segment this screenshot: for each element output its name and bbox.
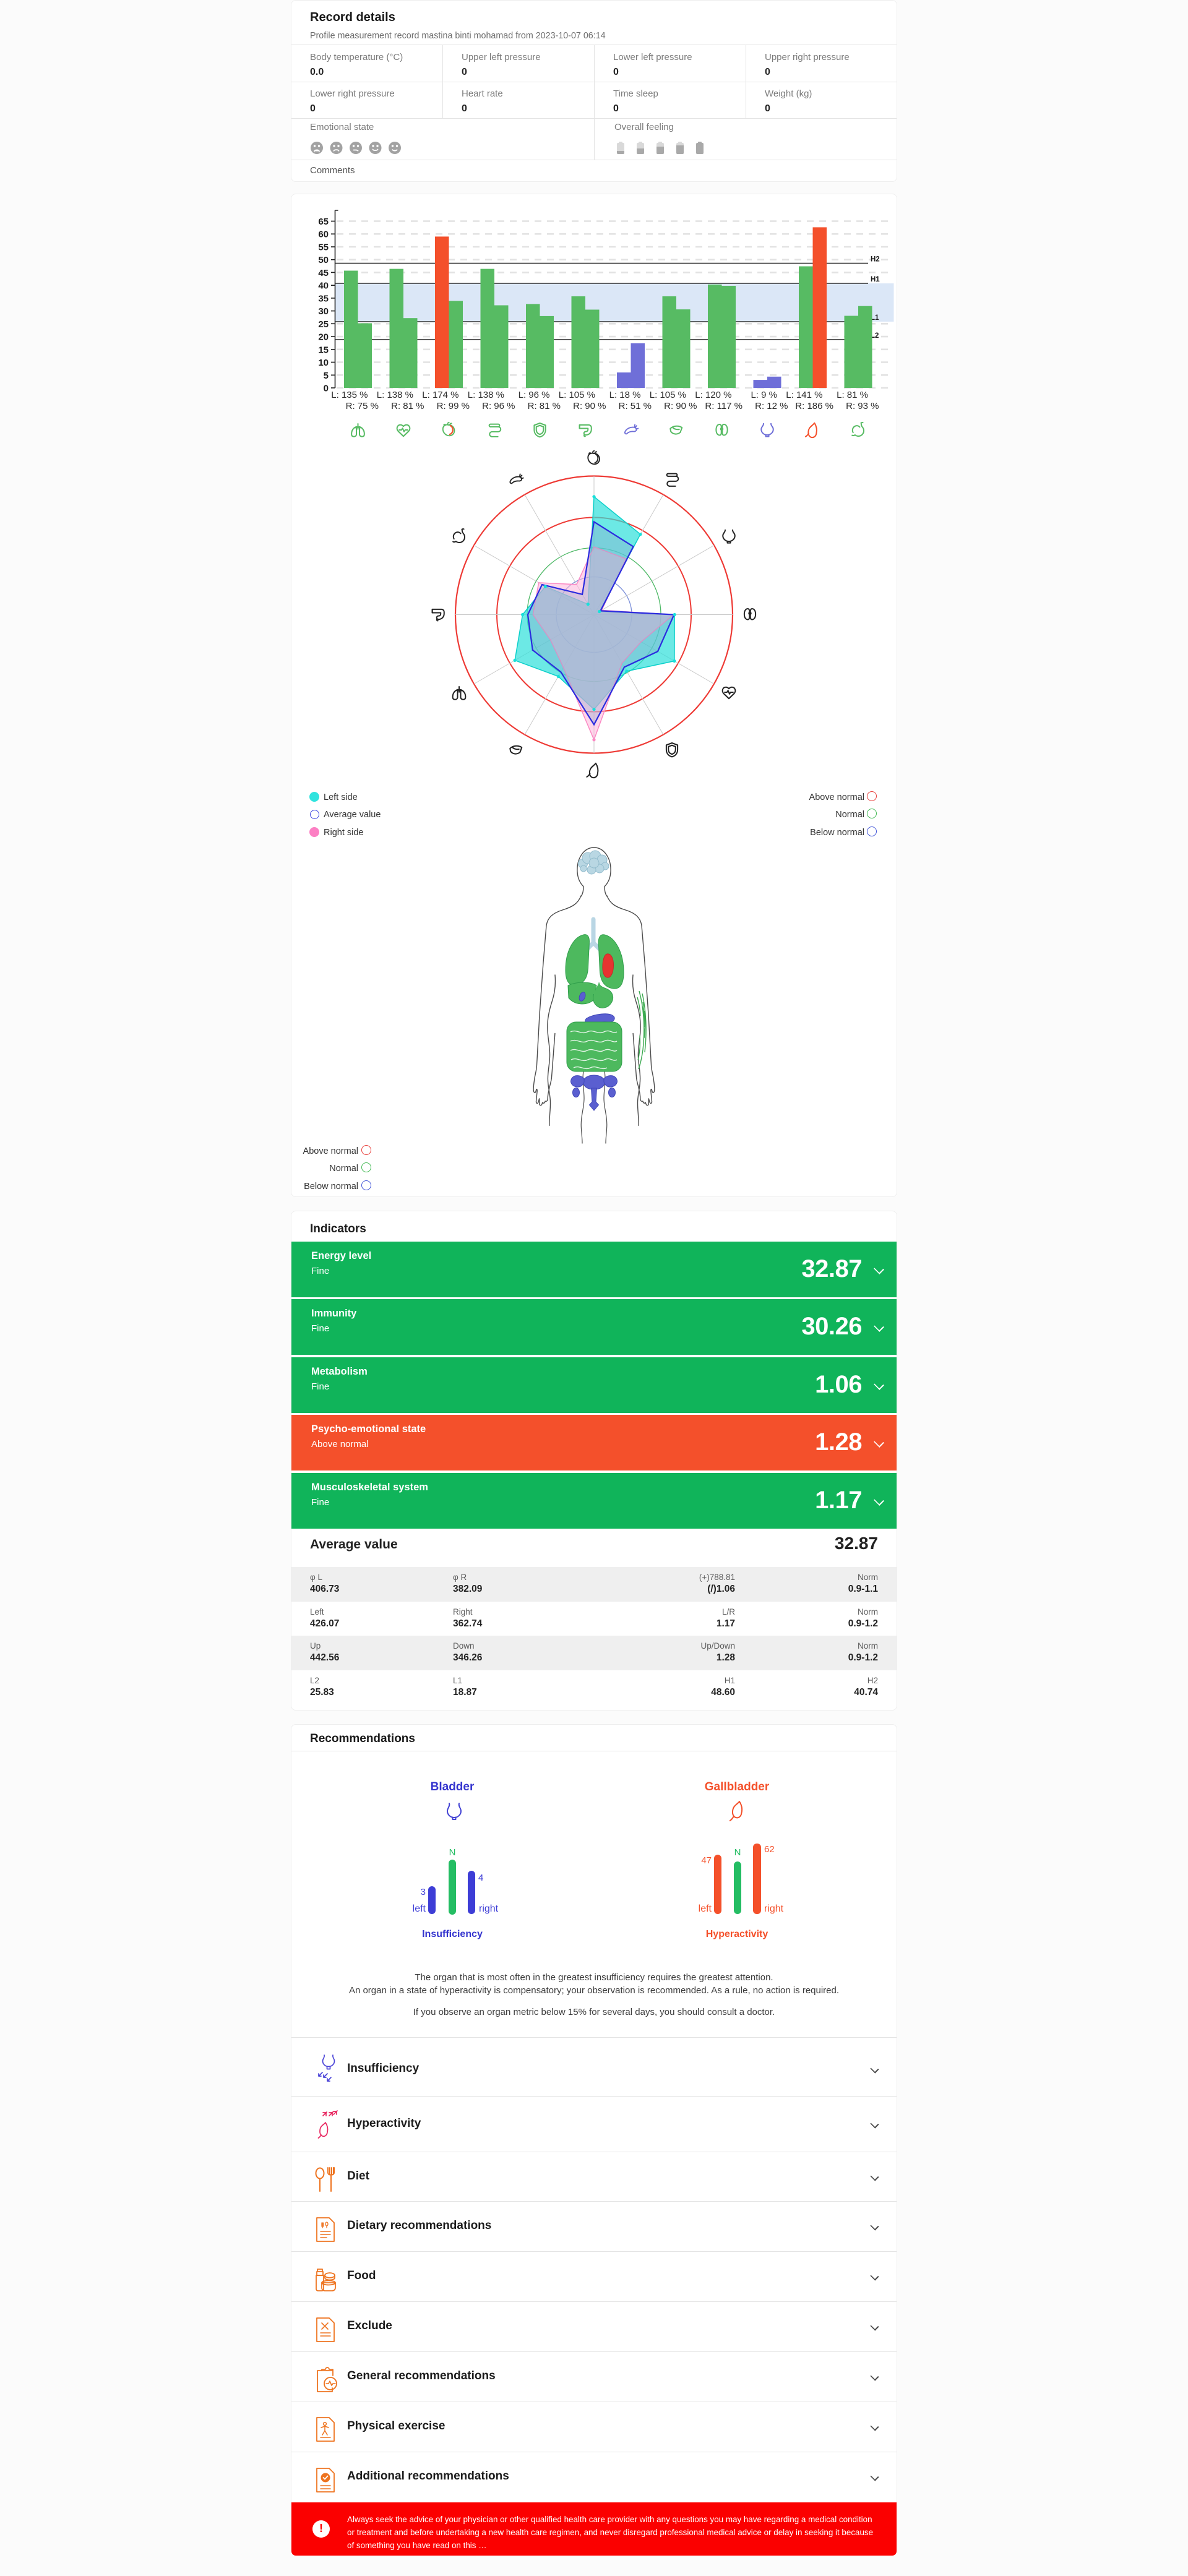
svg-text:R: 117 %: R: 117 % (705, 401, 742, 411)
svg-text:L: 120 %: L: 120 % (695, 390, 731, 400)
svg-text:R: 96 %: R: 96 % (482, 401, 515, 411)
svg-text:H2: H2 (871, 256, 880, 264)
svg-text:L: 105 %: L: 105 % (559, 390, 595, 400)
svg-text:20: 20 (318, 332, 329, 343)
svg-text:R: 186 %: R: 186 % (795, 401, 833, 411)
svg-text:R: 75 %: R: 75 % (346, 401, 379, 411)
svg-text:55: 55 (318, 243, 329, 253)
svg-text:L: 138 %: L: 138 % (468, 390, 504, 400)
svg-text:60: 60 (318, 230, 329, 240)
svg-text:L2: L2 (871, 332, 879, 340)
svg-text:0: 0 (324, 384, 329, 394)
svg-text:5: 5 (324, 371, 329, 381)
svg-text:45: 45 (318, 268, 329, 278)
svg-text:50: 50 (318, 255, 329, 265)
svg-text:30: 30 (318, 306, 329, 317)
svg-text:L: 141 %: L: 141 % (786, 390, 822, 400)
svg-text:H1: H1 (871, 276, 880, 283)
svg-text:R: 12 %: R: 12 % (755, 401, 788, 411)
svg-text:10: 10 (318, 358, 329, 368)
svg-text:R: 81 %: R: 81 % (528, 401, 561, 411)
svg-text:25: 25 (318, 319, 329, 330)
svg-text:L: 135 %: L: 135 % (331, 390, 368, 400)
svg-text:R: 51 %: R: 51 % (619, 401, 652, 411)
svg-text:L: 81 %: L: 81 % (837, 390, 868, 400)
svg-text:L1: L1 (871, 314, 879, 322)
svg-text:R: 90 %: R: 90 % (664, 401, 697, 411)
svg-text:R: 90 %: R: 90 % (573, 401, 606, 411)
svg-text:35: 35 (318, 293, 329, 304)
svg-text:L: 18 %: L: 18 % (609, 390, 641, 400)
svg-text:15: 15 (318, 345, 329, 355)
svg-text:L: 9 %: L: 9 % (751, 390, 777, 400)
svg-text:L: 174 %: L: 174 % (422, 390, 458, 400)
svg-text:R: 81 %: R: 81 % (391, 401, 424, 411)
svg-text:R: 93 %: R: 93 % (846, 401, 879, 411)
svg-text:R: 99 %: R: 99 % (437, 401, 470, 411)
svg-text:L: 96 %: L: 96 % (519, 390, 550, 400)
svg-text:L: 138 %: L: 138 % (377, 390, 413, 400)
svg-text:40: 40 (318, 281, 329, 291)
svg-text:65: 65 (318, 217, 329, 227)
svg-text:L: 105 %: L: 105 % (650, 390, 686, 400)
